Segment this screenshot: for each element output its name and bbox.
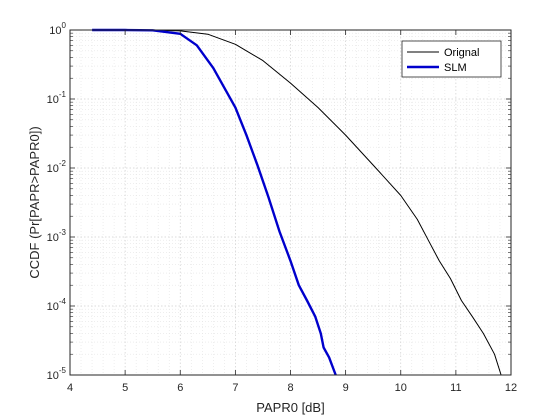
x-axis-label: PAPR0 [dB] <box>256 400 324 415</box>
x-tick-label: 5 <box>122 382 128 394</box>
x-tick-label: 10 <box>395 382 407 394</box>
tick-labels: 4 5 6 7 8 9 10 11 12 10-5 10-4 10-3 10-2 10-1 100 <box>47 21 518 394</box>
legend-label-orignal: Orignal <box>444 47 479 59</box>
x-tick-label: 9 <box>343 382 349 394</box>
legend-label-slm: SLM <box>444 62 467 74</box>
x-tick-label: 6 <box>177 382 183 394</box>
y-tick-label: 10-3 <box>47 228 67 244</box>
y-tick-label: 100 <box>49 21 66 37</box>
x-tick-label: 7 <box>232 382 238 394</box>
legend: Orignal SLM <box>401 40 502 78</box>
x-tick-label: 12 <box>505 382 517 394</box>
y-tick-label: 10-2 <box>47 159 67 175</box>
x-tick-label: 4 <box>67 382 73 394</box>
x-tick-label: 11 <box>450 382 461 394</box>
y-tick-label: 10-1 <box>47 90 67 106</box>
y-axis-label: CCDF (Pr[PAPR>PAPR0]) <box>27 126 42 278</box>
y-tick-label: 10-4 <box>47 297 67 313</box>
legend-box <box>401 40 502 78</box>
series-line-orignal <box>92 29 502 376</box>
y-tick-label: 10-5 <box>47 366 67 382</box>
x-tick-label: 8 <box>287 382 293 394</box>
ticks <box>69 29 512 376</box>
